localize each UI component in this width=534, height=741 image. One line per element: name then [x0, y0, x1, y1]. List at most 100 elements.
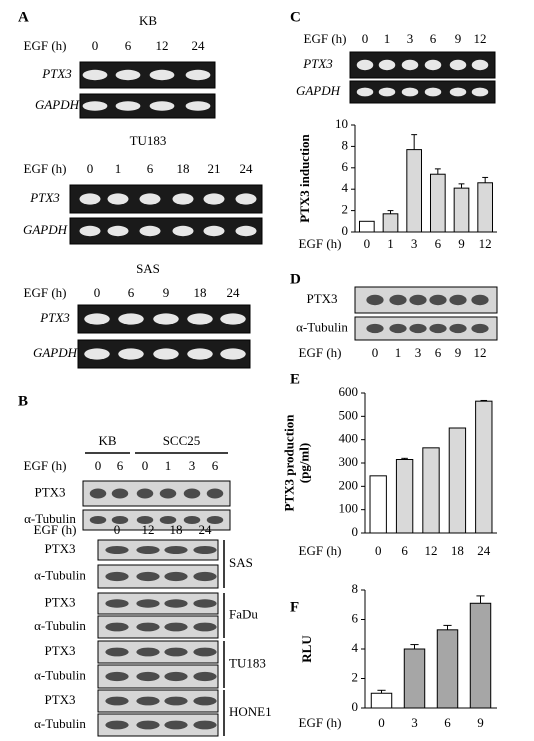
- lane-label: 0: [114, 522, 121, 537]
- lane-label: 6: [128, 285, 135, 300]
- x-axis-label: EGF (h): [299, 715, 342, 730]
- gel-band: [378, 59, 396, 71]
- row-label: PTX3: [29, 190, 60, 205]
- lane-header: EGF (h): [34, 522, 77, 537]
- panel-label: F: [290, 599, 299, 615]
- lane-header: EGF (h): [24, 161, 67, 176]
- lane-label: 1: [384, 31, 391, 46]
- y-tick-label: 500: [339, 407, 359, 422]
- gel-band: [79, 193, 101, 205]
- gel-band: [389, 323, 407, 334]
- bar: [429, 173, 446, 233]
- row-label: α-Tubulin: [24, 511, 76, 526]
- gel-band: [149, 69, 175, 81]
- y-tick-label: 600: [339, 384, 359, 399]
- x-axis-label: EGF (h): [299, 543, 342, 558]
- gel-band: [115, 69, 141, 81]
- error-bar: [387, 210, 394, 214]
- gel-band: [185, 69, 211, 81]
- gel-band: [471, 323, 489, 334]
- gel-band: [149, 101, 175, 111]
- gel-strip: [349, 80, 496, 104]
- gel-band: [471, 294, 489, 306]
- lane-label: 0: [87, 161, 94, 176]
- gel-band: [401, 59, 419, 71]
- group-label: KB: [98, 433, 116, 448]
- panel-label: B: [18, 393, 28, 409]
- x-tick-label: 1: [387, 236, 394, 251]
- gel-band: [159, 488, 177, 499]
- cell-line-label: HONE1: [229, 704, 272, 719]
- gel-band: [449, 87, 467, 97]
- lane-header: EGF (h): [24, 285, 67, 300]
- lane-label: 9: [163, 285, 170, 300]
- row-label: α-Tubulin: [34, 716, 86, 731]
- bar: [382, 213, 399, 233]
- gel-band: [89, 488, 107, 499]
- gel-band: [136, 599, 160, 608]
- x-tick-label: 3: [411, 236, 418, 251]
- y-tick-label: 8: [342, 137, 349, 152]
- gel-band: [136, 696, 160, 706]
- gel-band: [206, 488, 224, 499]
- row-label: GAPDH: [296, 83, 341, 98]
- lane-label: 6: [430, 31, 437, 46]
- gel-band: [118, 313, 144, 325]
- x-tick-label: 9: [458, 236, 465, 251]
- row-label: PTX3: [44, 541, 75, 556]
- row-label: PTX3: [302, 56, 333, 71]
- gel-band: [235, 225, 257, 237]
- lane-label: 0: [372, 345, 379, 360]
- gel-strip: [69, 217, 263, 245]
- lane-header: EGF (h): [24, 38, 67, 53]
- x-tick-label: 0: [375, 543, 382, 558]
- blot-title: SAS: [136, 261, 160, 276]
- gel-band: [153, 313, 179, 325]
- gel-band: [401, 87, 419, 97]
- lane-label: 3: [415, 345, 422, 360]
- gel-band: [220, 348, 246, 360]
- y-tick-label: 100: [339, 501, 359, 516]
- y-tick-label: 2: [342, 202, 349, 217]
- gel-band: [118, 348, 144, 360]
- gel-band: [136, 622, 160, 632]
- error-bar: [401, 457, 408, 460]
- error-bar: [410, 644, 419, 649]
- y-axis-label: RLU: [299, 635, 314, 663]
- x-tick-label: 6: [401, 543, 408, 558]
- error-bar: [434, 168, 441, 175]
- gel-band: [136, 488, 154, 499]
- lane-label: 6: [212, 458, 219, 473]
- lane-label: 12: [156, 38, 169, 53]
- row-label: α-Tubulin: [34, 618, 86, 633]
- bar: [403, 648, 426, 709]
- x-tick-label: 24: [477, 543, 491, 558]
- gel-band: [471, 87, 489, 97]
- lane-label: 9: [455, 31, 462, 46]
- error-bar: [411, 134, 418, 150]
- error-bar: [476, 595, 485, 604]
- bar: [369, 475, 387, 534]
- gel-band: [107, 193, 129, 205]
- bar: [477, 182, 494, 233]
- gel-band: [107, 225, 129, 237]
- gel-band: [193, 671, 217, 682]
- gel-band: [206, 516, 224, 524]
- y-tick-label: 0: [352, 524, 359, 539]
- gel-band: [105, 720, 129, 730]
- gel-band: [389, 294, 407, 306]
- x-tick-label: 18: [451, 543, 464, 558]
- gel-band: [111, 488, 129, 499]
- panel-label: C: [290, 9, 301, 25]
- gel-band: [105, 546, 129, 554]
- gel-band: [164, 546, 188, 554]
- gel-band: [366, 294, 384, 306]
- gel-strip: [69, 184, 263, 214]
- gel-band: [449, 323, 467, 334]
- y-tick-label: 0: [352, 699, 359, 714]
- gel-band: [82, 69, 108, 81]
- gel-band: [172, 193, 194, 205]
- gel-band: [84, 313, 110, 325]
- y-tick-label: 4: [352, 640, 359, 655]
